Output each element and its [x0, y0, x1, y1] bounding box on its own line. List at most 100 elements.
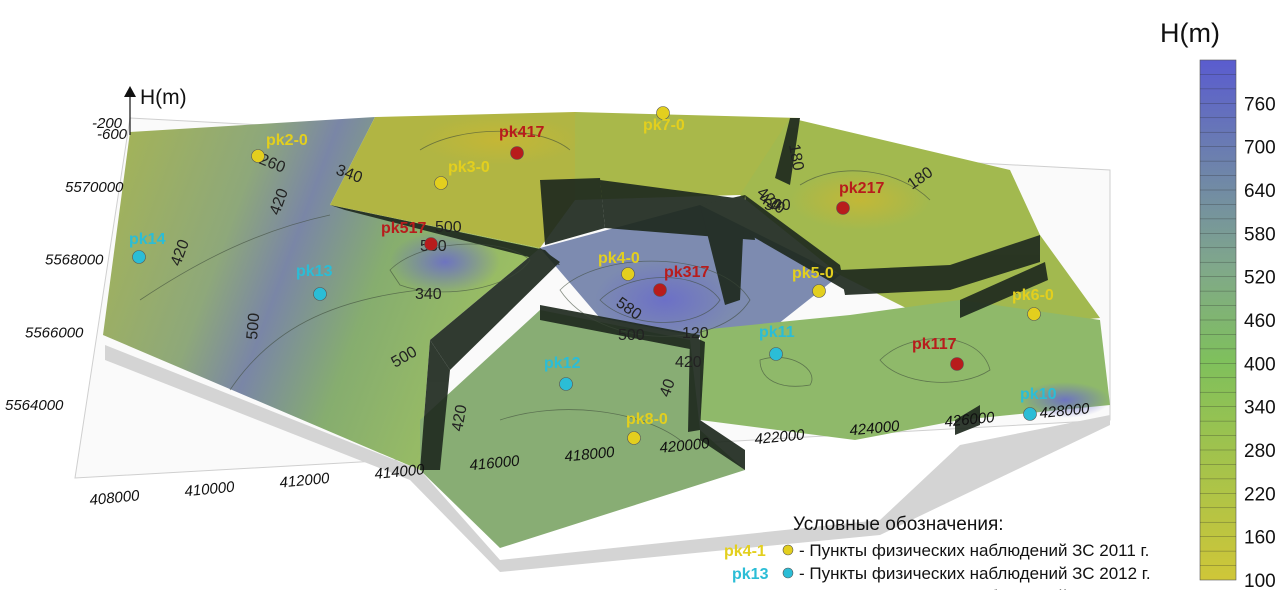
fault-wall-2	[430, 248, 560, 370]
surface	[103, 112, 1110, 548]
contour-label: 40	[657, 377, 679, 400]
contour-line	[419, 130, 571, 151]
contour-label: 420	[449, 403, 470, 432]
colorbar-tick-label: 280	[1244, 441, 1276, 462]
contour-label: 340	[764, 197, 791, 214]
legend-title: Условные обозначения:	[793, 514, 1004, 535]
legend-text: - Пункты физических наблюдений ЗС 2012 г…	[799, 564, 1151, 583]
observation-point-pk517	[424, 237, 438, 251]
colorbar-tick-label: 760	[1244, 94, 1276, 115]
colorbar-tick-label: 700	[1244, 138, 1276, 159]
x-tick-label: 412000	[279, 470, 331, 492]
colorbar-tick-label: 400	[1244, 354, 1276, 375]
contour-line	[799, 170, 931, 201]
observation-point-pk117	[950, 357, 964, 371]
y-tick-label: 5564000	[5, 397, 64, 414]
legend-code: pk4-1	[724, 543, 766, 560]
x-tick-label: 416000	[469, 452, 521, 474]
y-tick-label: 5568000	[45, 252, 104, 269]
contour-line	[559, 260, 751, 337]
legend: Условные обозначения: pk4-1 - Пункты физи…	[724, 514, 1151, 590]
fault-walls	[330, 118, 1048, 470]
legend-text: - Пункты физических наблюдений ЗС 2011 г…	[799, 541, 1149, 560]
observation-point-pk13	[313, 287, 327, 301]
observation-point-label: pk517	[381, 220, 426, 237]
observation-point-label: pk117	[912, 336, 957, 353]
observation-point-label: pk12	[544, 355, 581, 372]
x-tick-label: 420000	[659, 435, 711, 457]
x-tick-label: 410000	[184, 478, 236, 500]
legend-code: pk13	[732, 566, 769, 583]
contour-line	[229, 289, 421, 391]
legend-marker-icon	[782, 567, 794, 579]
contour-line	[759, 356, 813, 387]
fault-wall-4	[540, 178, 605, 245]
observation-points: pk2-0 pk3-0 pk7-0 pk4-0 pk5-0 pk6-0 pk8-0 pk14 p…	[129, 106, 1057, 445]
x-tick-label: 426000	[944, 409, 996, 431]
x-tick-label: 408000	[89, 487, 141, 509]
contour-line	[879, 338, 991, 383]
observation-point-pk217	[836, 201, 850, 215]
fault-wall-1	[330, 205, 560, 265]
colorbar-tick-label: 460	[1244, 311, 1276, 332]
x-tick-label: 428000	[1039, 400, 1091, 422]
observation-point-label: pk14	[129, 231, 166, 248]
z-axis-arrow-icon	[124, 86, 136, 97]
y-tick-label: 5570000	[65, 179, 124, 196]
x-tick-label: 422000	[754, 426, 806, 448]
observation-point-label: pk2-0	[266, 132, 308, 149]
y-axis: 5564000 5566000 5568000 5570000	[5, 179, 124, 414]
contour-label: 340	[415, 286, 442, 303]
fault-wall-7	[775, 118, 800, 185]
contour-line	[599, 277, 721, 323]
fault-wall-14	[540, 305, 700, 350]
colorbar-tick-label: 340	[1244, 398, 1276, 419]
observation-point-label: pk10	[1020, 386, 1057, 403]
observation-point-pk8-0	[627, 431, 641, 445]
x-tick-label: 418000	[564, 444, 616, 466]
observation-point-label: pk3-0	[448, 159, 490, 176]
z-axis: H(m) -200 -600	[92, 86, 187, 143]
observation-point-pk12	[559, 377, 573, 391]
colorbar-title: H(m)	[1160, 18, 1220, 48]
z-tick-label: -200	[92, 115, 123, 132]
x-tick-label: 424000	[849, 418, 901, 440]
legend-marker-icon	[782, 544, 794, 556]
fault-wall-3	[420, 340, 450, 470]
contour-line	[139, 214, 331, 301]
observation-point-pk317	[653, 283, 667, 297]
observation-point-pk6-0	[1027, 307, 1041, 321]
fault-wall-12	[960, 262, 1048, 318]
observation-point-label: pk13	[296, 263, 333, 280]
fault-wall-10	[700, 420, 745, 470]
observation-point-pk4-0	[621, 267, 635, 281]
observation-point-pk3-0	[434, 176, 448, 190]
x-axis: 408000 410000 412000 414000 416000 418000 4200…	[89, 400, 1091, 509]
high-spot-pk417	[420, 115, 580, 165]
observation-point-pk11	[769, 347, 783, 361]
fault-wall-13	[955, 405, 980, 435]
surface-block-southeast	[700, 300, 1110, 440]
observation-point-label: pk417	[499, 124, 544, 141]
observation-point-pk417	[510, 146, 524, 160]
fault-wall-8	[700, 195, 745, 305]
surface-block-northeast	[575, 112, 800, 200]
fault-wall-11	[840, 235, 1040, 295]
colorbar-tick-label: 580	[1244, 224, 1276, 245]
observation-point-pk14	[132, 250, 146, 264]
observation-point-pk7-0	[656, 106, 670, 120]
observation-point-pk2-0	[251, 149, 265, 163]
contour-label: 420	[675, 354, 702, 371]
observation-point-pk5-0	[812, 284, 826, 298]
observation-point-label: pk6-0	[1012, 287, 1054, 304]
fault-wall-6	[745, 195, 845, 290]
colorbar: H(m) 100 160 220 280 340 400 460 520 580 640 700 76…	[1160, 18, 1276, 590]
contour-line	[499, 409, 681, 441]
colorbar-tick-label: 640	[1244, 181, 1276, 202]
contour-label: 180	[785, 143, 806, 172]
observation-point-label: pk8-0	[626, 411, 668, 428]
observation-point-label: pk217	[839, 180, 884, 197]
contour-label: 500	[435, 219, 462, 236]
z-tick-label: -600	[97, 126, 128, 143]
